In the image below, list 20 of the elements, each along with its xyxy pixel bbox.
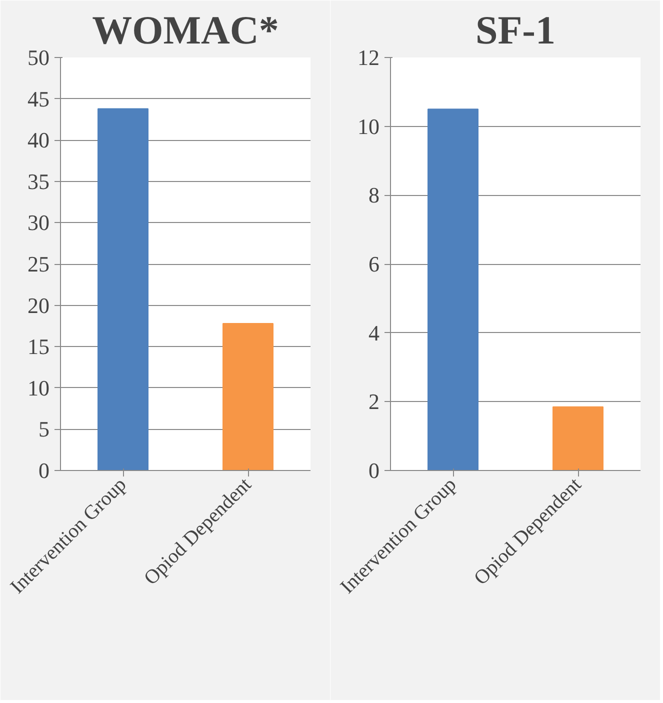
y-tick-label: 2 xyxy=(368,389,380,414)
y-tick-label: 40 xyxy=(28,128,50,153)
y-tick-label: 12 xyxy=(358,45,380,70)
y-tick-label: 10 xyxy=(358,114,380,139)
y-tick-label: 35 xyxy=(28,168,50,194)
y-tick-label: 30 xyxy=(28,210,50,236)
y-tick-label: 6 xyxy=(368,252,380,276)
y-tick-label: 4 xyxy=(368,320,380,346)
chart-title: WOMAC* xyxy=(92,8,279,52)
y-tick-label: 8 xyxy=(368,182,380,208)
chart-title: SF-1 xyxy=(476,8,556,52)
y-tick-label: 45 xyxy=(28,86,50,112)
y-tick-label: 10 xyxy=(28,375,50,400)
y-tick-label: 5 xyxy=(38,416,50,442)
y-tick-label: 25 xyxy=(28,252,50,276)
y-tick-label: 0 xyxy=(38,458,50,483)
y-tick-label: 50 xyxy=(28,45,50,70)
y-tick-label: 20 xyxy=(28,292,50,318)
y-tick-label: 15 xyxy=(28,334,50,360)
y-tick-label: 0 xyxy=(368,458,380,483)
